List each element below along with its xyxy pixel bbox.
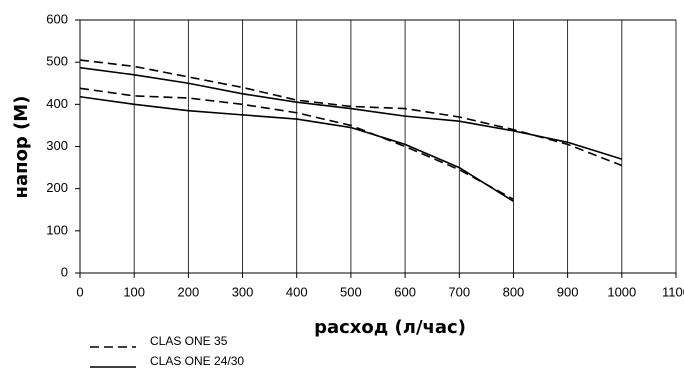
- y-tick-label: 300: [46, 138, 68, 153]
- y-tick-label: 0: [61, 264, 68, 279]
- line-curve: [79, 95, 514, 202]
- y-tick-label: 500: [46, 54, 68, 69]
- y-axis-title: напор (М): [11, 96, 32, 199]
- line-curve: [79, 87, 514, 200]
- x-tick-label: 700: [448, 284, 470, 299]
- x-tick-label: 100: [123, 284, 145, 299]
- legend-label: CLAS ONE 24/30: [150, 354, 244, 368]
- y-tick-label: 200: [46, 180, 68, 195]
- x-tick-label: 800: [503, 284, 525, 299]
- x-tick-label: 600: [394, 284, 416, 299]
- legend-label: CLAS ONE 35: [150, 334, 228, 348]
- y-tick-label: 100: [46, 222, 68, 237]
- y-tick-label: 400: [46, 96, 68, 111]
- y-tick-label: 600: [46, 11, 68, 26]
- x-axis-title: расход (л/час): [314, 317, 466, 338]
- x-tick-label: 300: [232, 284, 254, 299]
- line-curve: [79, 66, 623, 160]
- x-tick-label: 900: [557, 284, 579, 299]
- x-tick-label: 500: [340, 284, 362, 299]
- x-tick-label: 200: [178, 284, 200, 299]
- line-curve: [79, 59, 623, 167]
- x-tick-label: 1000: [607, 284, 636, 299]
- x-tick-label: 400: [286, 284, 308, 299]
- x-tick-label: 0: [76, 284, 83, 299]
